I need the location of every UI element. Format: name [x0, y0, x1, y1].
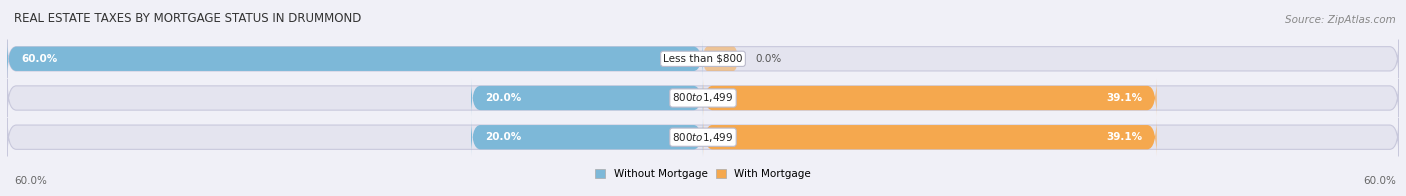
- Text: 20.0%: 20.0%: [485, 132, 522, 142]
- Text: Source: ZipAtlas.com: Source: ZipAtlas.com: [1285, 15, 1396, 25]
- Text: 60.0%: 60.0%: [1364, 176, 1396, 186]
- FancyBboxPatch shape: [471, 118, 703, 156]
- FancyBboxPatch shape: [7, 79, 1399, 117]
- Text: REAL ESTATE TAXES BY MORTGAGE STATUS IN DRUMMOND: REAL ESTATE TAXES BY MORTGAGE STATUS IN …: [14, 12, 361, 25]
- Text: Less than $800: Less than $800: [664, 54, 742, 64]
- Text: 39.1%: 39.1%: [1107, 132, 1143, 142]
- FancyBboxPatch shape: [703, 79, 1157, 117]
- FancyBboxPatch shape: [471, 79, 703, 117]
- Text: 0.0%: 0.0%: [755, 54, 782, 64]
- Text: $800 to $1,499: $800 to $1,499: [672, 92, 734, 104]
- Text: 20.0%: 20.0%: [485, 93, 522, 103]
- Text: 60.0%: 60.0%: [14, 176, 46, 186]
- Text: 39.1%: 39.1%: [1107, 93, 1143, 103]
- FancyBboxPatch shape: [7, 40, 1399, 78]
- Text: 60.0%: 60.0%: [21, 54, 58, 64]
- FancyBboxPatch shape: [7, 40, 703, 78]
- Text: $800 to $1,499: $800 to $1,499: [672, 131, 734, 144]
- FancyBboxPatch shape: [703, 47, 738, 71]
- FancyBboxPatch shape: [703, 118, 1157, 156]
- Legend: Without Mortgage, With Mortgage: Without Mortgage, With Mortgage: [591, 165, 815, 183]
- FancyBboxPatch shape: [7, 118, 1399, 156]
